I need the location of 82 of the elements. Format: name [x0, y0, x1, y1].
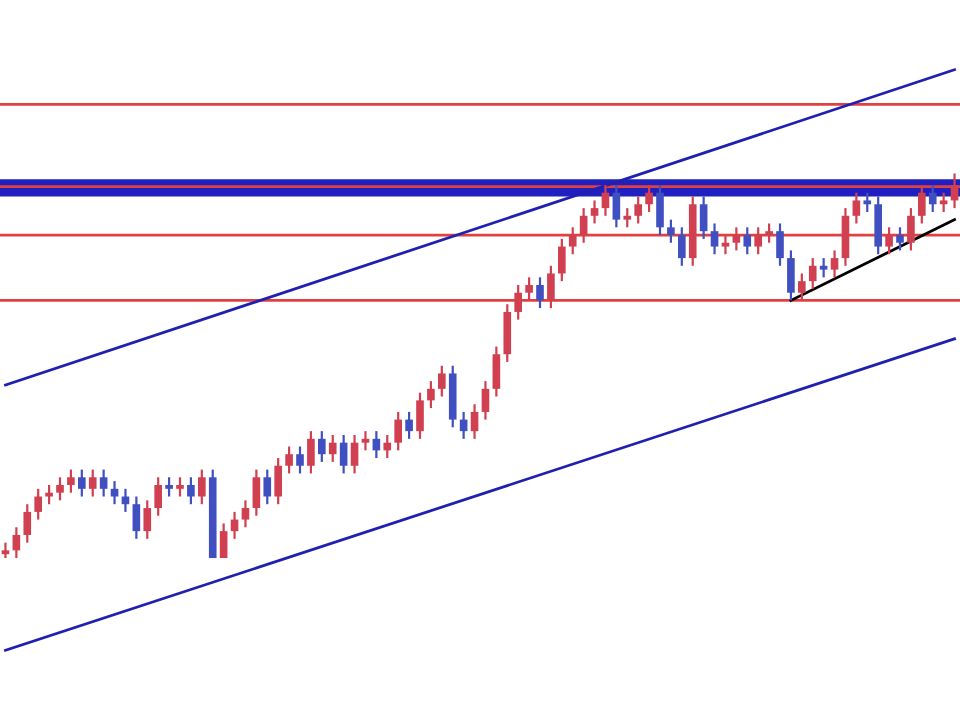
candlestick — [863, 191, 872, 214]
candlestick — [45, 483, 53, 506]
candlestick — [907, 207, 915, 252]
candlestick — [885, 226, 893, 256]
candlestick — [852, 191, 861, 225]
candlestick — [678, 226, 686, 267]
candlestick — [198, 468, 206, 506]
candlestick — [285, 445, 293, 475]
candlestick — [634, 195, 642, 225]
candlestick — [776, 222, 784, 267]
candlestick — [438, 364, 446, 398]
candlestick — [918, 183, 926, 225]
candlestick — [165, 476, 173, 498]
candlestick — [492, 345, 501, 398]
candlestick — [721, 233, 730, 256]
candlestick — [558, 237, 566, 283]
candlestick — [219, 522, 228, 560]
candlestick — [656, 183, 664, 237]
candlestick — [132, 495, 141, 540]
candlestick — [328, 433, 337, 464]
candlestick — [383, 433, 392, 460]
candlestick — [928, 183, 937, 214]
candlestick — [12, 526, 21, 560]
candlestick — [99, 468, 108, 498]
candlestick — [787, 249, 795, 302]
candlestick — [318, 430, 326, 464]
candlestick — [525, 276, 533, 302]
candlestick — [416, 391, 424, 440]
candlestick — [601, 183, 610, 217]
candlestick — [547, 264, 555, 310]
candlestick — [307, 430, 315, 475]
candlestick — [448, 364, 457, 429]
candlestick — [427, 380, 435, 410]
candlestick — [67, 468, 75, 494]
candlestick — [579, 207, 588, 244]
candlestick — [296, 445, 304, 475]
candlestick — [732, 226, 741, 252]
candlestick — [34, 487, 42, 521]
candlestick — [667, 218, 675, 244]
candlestick — [950, 172, 959, 210]
candlestick — [361, 430, 370, 452]
candlestick — [939, 191, 948, 214]
candlestick — [841, 207, 850, 267]
candlestick — [896, 226, 904, 252]
candlestick — [405, 410, 413, 440]
candlestick — [874, 195, 882, 256]
candlestick — [176, 476, 184, 498]
candlestick — [830, 249, 839, 279]
candlestick — [23, 503, 32, 544]
candlestick — [754, 226, 762, 256]
candlestick — [612, 183, 621, 229]
candlestick — [110, 480, 119, 506]
candlestick — [88, 468, 97, 498]
candlestick — [645, 183, 653, 214]
candlestick — [514, 283, 522, 321]
candlestick — [765, 222, 773, 244]
candlestick — [143, 499, 152, 540]
candlestick — [78, 468, 86, 498]
candlestick — [187, 476, 195, 506]
candlestick — [56, 476, 64, 502]
candlestick — [154, 476, 162, 517]
candlestick — [808, 256, 817, 290]
candlestick — [350, 433, 359, 475]
candlestick — [699, 195, 708, 240]
candlestick — [798, 272, 806, 302]
candlestick — [743, 226, 752, 256]
candlestick — [394, 410, 402, 452]
candlestick — [274, 456, 282, 506]
candlestick — [590, 199, 599, 225]
candlestick — [1, 541, 10, 560]
candlestick — [536, 276, 544, 310]
candlestick — [252, 468, 261, 517]
candlestick — [819, 256, 828, 279]
candlestick — [470, 403, 479, 440]
candlestick — [263, 468, 272, 506]
candlestick — [503, 303, 512, 364]
candlestick — [623, 207, 632, 229]
candlestick — [339, 433, 348, 475]
candlestick — [568, 226, 577, 256]
candlestick — [710, 222, 719, 256]
candlestick — [481, 380, 490, 421]
candlestick — [241, 499, 250, 529]
